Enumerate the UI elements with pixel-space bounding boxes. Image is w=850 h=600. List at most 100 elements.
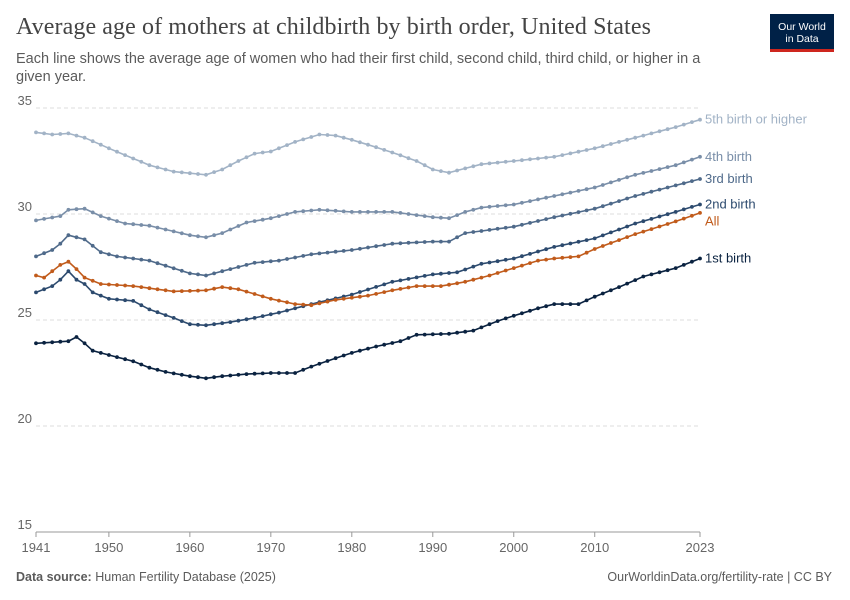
series-label[interactable]: All — [705, 213, 720, 228]
data-point[interactable] — [188, 271, 192, 276]
data-point[interactable] — [495, 319, 500, 323]
data-point[interactable] — [592, 294, 597, 299]
data-point[interactable] — [649, 272, 654, 277]
data-point[interactable] — [212, 271, 217, 276]
data-point[interactable] — [657, 187, 662, 192]
data-point[interactable] — [204, 323, 208, 328]
data-point[interactable] — [617, 238, 621, 243]
data-point[interactable] — [681, 181, 686, 186]
data-point[interactable] — [139, 362, 144, 367]
data-point[interactable] — [317, 301, 322, 306]
data-point[interactable] — [163, 263, 168, 268]
data-point[interactable] — [212, 286, 217, 291]
data-point[interactable] — [641, 133, 646, 138]
data-point[interactable] — [641, 192, 646, 196]
data-point[interactable] — [657, 214, 662, 219]
data-point[interactable] — [463, 166, 468, 171]
data-point[interactable] — [617, 199, 621, 204]
data-point[interactable] — [520, 158, 524, 163]
data-point[interactable] — [471, 264, 476, 269]
data-point[interactable] — [277, 258, 281, 263]
data-point[interactable] — [204, 235, 208, 240]
data-point[interactable] — [479, 205, 484, 210]
series-line[interactable] — [35, 118, 701, 176]
data-point[interactable] — [358, 290, 362, 294]
data-point[interactable] — [220, 231, 225, 236]
series-label[interactable]: 4th birth — [705, 149, 752, 164]
data-point[interactable] — [115, 283, 119, 287]
data-point[interactable] — [455, 168, 459, 173]
data-point[interactable] — [50, 284, 55, 288]
data-point[interactable] — [511, 256, 516, 261]
data-point[interactable] — [430, 272, 435, 277]
data-point[interactable] — [123, 283, 127, 288]
data-point[interactable] — [163, 313, 168, 317]
data-point[interactable] — [495, 204, 500, 208]
data-point[interactable] — [179, 231, 184, 236]
data-point[interactable] — [552, 256, 557, 261]
data-point[interactable] — [479, 162, 484, 167]
data-point[interactable] — [560, 302, 565, 306]
data-point[interactable] — [196, 288, 200, 293]
data-point[interactable] — [584, 238, 589, 243]
data-point[interactable] — [495, 259, 500, 264]
data-point[interactable] — [382, 290, 387, 294]
data-point[interactable] — [74, 235, 79, 240]
data-point[interactable] — [690, 157, 694, 162]
data-point[interactable] — [495, 226, 500, 231]
data-point[interactable] — [625, 224, 629, 229]
data-point[interactable] — [285, 257, 289, 261]
data-point[interactable] — [649, 169, 654, 173]
data-point[interactable] — [220, 374, 225, 379]
data-point[interactable] — [568, 241, 573, 246]
data-point[interactable] — [609, 241, 613, 245]
data-point[interactable] — [147, 307, 152, 312]
data-point[interactable] — [82, 275, 87, 280]
data-point[interactable] — [293, 140, 297, 144]
data-point[interactable] — [511, 224, 516, 229]
data-point[interactable] — [690, 205, 694, 209]
data-point[interactable] — [204, 172, 208, 177]
data-point[interactable] — [188, 171, 192, 176]
data-point[interactable] — [576, 149, 581, 154]
data-point[interactable] — [633, 135, 638, 140]
data-point[interactable] — [333, 356, 338, 361]
data-point[interactable] — [115, 297, 119, 302]
data-point[interactable] — [244, 317, 249, 322]
data-point[interactable] — [681, 216, 686, 221]
data-point[interactable] — [625, 137, 629, 142]
data-point[interactable] — [155, 261, 160, 266]
data-point[interactable] — [260, 314, 265, 318]
data-point[interactable] — [625, 281, 629, 286]
data-point[interactable] — [681, 207, 686, 212]
series-label[interactable]: 3rd birth — [705, 171, 753, 186]
data-point[interactable] — [479, 229, 484, 233]
data-point[interactable] — [42, 251, 46, 256]
data-point[interactable] — [74, 335, 79, 339]
data-point[interactable] — [252, 260, 257, 265]
data-source-text[interactable]: Human Fertility Database (2025) — [95, 570, 276, 584]
series-label[interactable]: 2nd birth — [705, 196, 756, 211]
data-point[interactable] — [50, 340, 55, 345]
data-point[interactable] — [374, 292, 378, 296]
data-point[interactable] — [228, 163, 233, 168]
data-point[interactable] — [171, 316, 176, 320]
data-point[interactable] — [673, 266, 678, 270]
data-point[interactable] — [131, 284, 136, 288]
data-point[interactable] — [698, 202, 702, 207]
data-point[interactable] — [649, 217, 654, 221]
data-point[interactable] — [155, 287, 160, 292]
data-point[interactable] — [439, 239, 443, 244]
data-point[interactable] — [414, 240, 419, 245]
data-point[interactable] — [309, 208, 314, 213]
data-point[interactable] — [196, 272, 200, 277]
data-point[interactable] — [42, 131, 46, 136]
data-point[interactable] — [406, 240, 411, 245]
data-point[interactable] — [236, 318, 241, 323]
data-point[interactable] — [260, 260, 265, 264]
data-point[interactable] — [406, 156, 411, 161]
data-point[interactable] — [390, 210, 395, 214]
data-point[interactable] — [374, 210, 378, 214]
data-point[interactable] — [147, 223, 152, 228]
data-point[interactable] — [268, 216, 273, 221]
